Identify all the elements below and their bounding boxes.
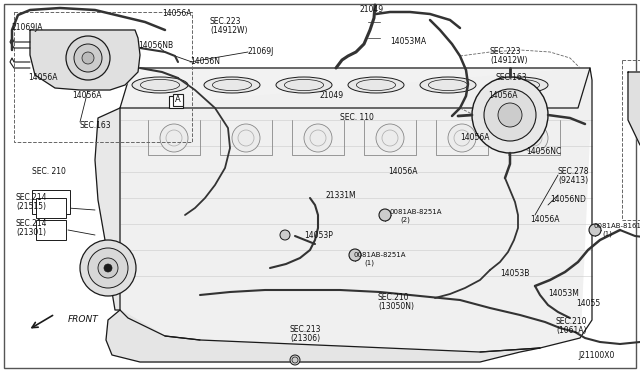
Circle shape	[498, 103, 522, 127]
Text: 21049: 21049	[360, 6, 384, 15]
Polygon shape	[120, 68, 592, 352]
Ellipse shape	[276, 77, 332, 93]
Circle shape	[484, 89, 536, 141]
Ellipse shape	[204, 77, 260, 93]
Circle shape	[304, 124, 332, 152]
Text: (21301): (21301)	[16, 228, 46, 237]
Text: 0081AB-8251A: 0081AB-8251A	[390, 209, 442, 215]
Text: SEC. 210: SEC. 210	[32, 167, 66, 176]
Text: (14912W): (14912W)	[210, 26, 248, 35]
Circle shape	[280, 230, 290, 240]
Text: 14056A: 14056A	[488, 92, 518, 100]
Text: SEC.214: SEC.214	[16, 219, 47, 228]
Bar	[14, 12, 192, 142]
Circle shape	[379, 209, 391, 221]
Polygon shape	[106, 310, 540, 362]
Ellipse shape	[132, 77, 188, 93]
Circle shape	[589, 224, 601, 236]
Polygon shape	[95, 108, 120, 310]
Polygon shape	[120, 68, 590, 108]
Text: 21069JA: 21069JA	[12, 23, 44, 32]
Bar	[32, 190, 70, 214]
Text: (1): (1)	[364, 260, 374, 266]
Text: A: A	[175, 96, 181, 105]
Circle shape	[104, 264, 112, 272]
Circle shape	[232, 124, 260, 152]
Text: 14053P: 14053P	[304, 231, 333, 240]
Text: 14056A: 14056A	[530, 215, 559, 224]
Text: 21049: 21049	[320, 92, 344, 100]
Circle shape	[472, 77, 548, 153]
Text: (2): (2)	[400, 217, 410, 223]
Circle shape	[448, 124, 476, 152]
Text: 14056A: 14056A	[162, 10, 191, 19]
Text: SEC.223: SEC.223	[210, 17, 241, 26]
Text: 14056NB: 14056NB	[138, 42, 173, 51]
Circle shape	[160, 124, 188, 152]
Text: 0081AB-8251A: 0081AB-8251A	[354, 252, 406, 258]
Text: SEC.163: SEC.163	[496, 74, 527, 83]
Text: (92413): (92413)	[558, 176, 588, 185]
Text: (13050N): (13050N)	[378, 301, 414, 311]
Text: (14912W): (14912W)	[490, 55, 527, 64]
Text: SEC. 110: SEC. 110	[340, 113, 374, 122]
Circle shape	[98, 258, 118, 278]
Circle shape	[66, 36, 110, 80]
Text: FRONT: FRONT	[68, 315, 99, 324]
Text: SEC.210: SEC.210	[378, 294, 410, 302]
Text: 14056A: 14056A	[460, 134, 490, 142]
Text: SEC.223: SEC.223	[490, 48, 522, 57]
Text: SEC.163: SEC.163	[80, 122, 111, 131]
Text: 14056NC: 14056NC	[526, 148, 561, 157]
Circle shape	[520, 124, 548, 152]
Text: (1061A): (1061A)	[556, 326, 586, 334]
Text: 14056A: 14056A	[388, 167, 417, 176]
Polygon shape	[628, 72, 640, 148]
Bar	[622, 60, 640, 220]
FancyBboxPatch shape	[169, 96, 183, 108]
Text: SEC.210: SEC.210	[556, 317, 588, 327]
Text: 21069J: 21069J	[248, 48, 275, 57]
Circle shape	[74, 44, 102, 72]
Bar	[36, 198, 66, 218]
Text: (1): (1)	[602, 231, 612, 237]
Text: A: A	[173, 97, 179, 106]
Circle shape	[349, 249, 361, 261]
Text: SEC.278: SEC.278	[558, 167, 589, 176]
Ellipse shape	[348, 77, 404, 93]
Text: SEC.213: SEC.213	[290, 326, 321, 334]
Ellipse shape	[492, 77, 548, 93]
Text: SEC.214: SEC.214	[16, 193, 47, 202]
Text: (21515): (21515)	[16, 202, 46, 211]
Circle shape	[376, 124, 404, 152]
Text: 14055: 14055	[576, 299, 600, 308]
Circle shape	[290, 355, 300, 365]
Ellipse shape	[420, 77, 476, 93]
Text: 14056A: 14056A	[28, 74, 58, 83]
Bar	[36, 220, 66, 240]
Text: J21100X0: J21100X0	[578, 352, 614, 360]
Text: 14053M: 14053M	[548, 289, 579, 298]
Text: 14056N: 14056N	[190, 58, 220, 67]
Circle shape	[82, 52, 94, 64]
Circle shape	[80, 240, 136, 296]
Text: 14053B: 14053B	[500, 269, 529, 279]
Circle shape	[88, 248, 128, 288]
Polygon shape	[30, 30, 140, 90]
Text: 14056A: 14056A	[72, 90, 102, 99]
Text: (21306): (21306)	[290, 334, 320, 343]
Text: 14056ND: 14056ND	[550, 196, 586, 205]
Text: 21331M: 21331M	[326, 190, 356, 199]
Text: 14053MA: 14053MA	[390, 38, 426, 46]
Text: 0081AB-8161A: 0081AB-8161A	[594, 223, 640, 229]
